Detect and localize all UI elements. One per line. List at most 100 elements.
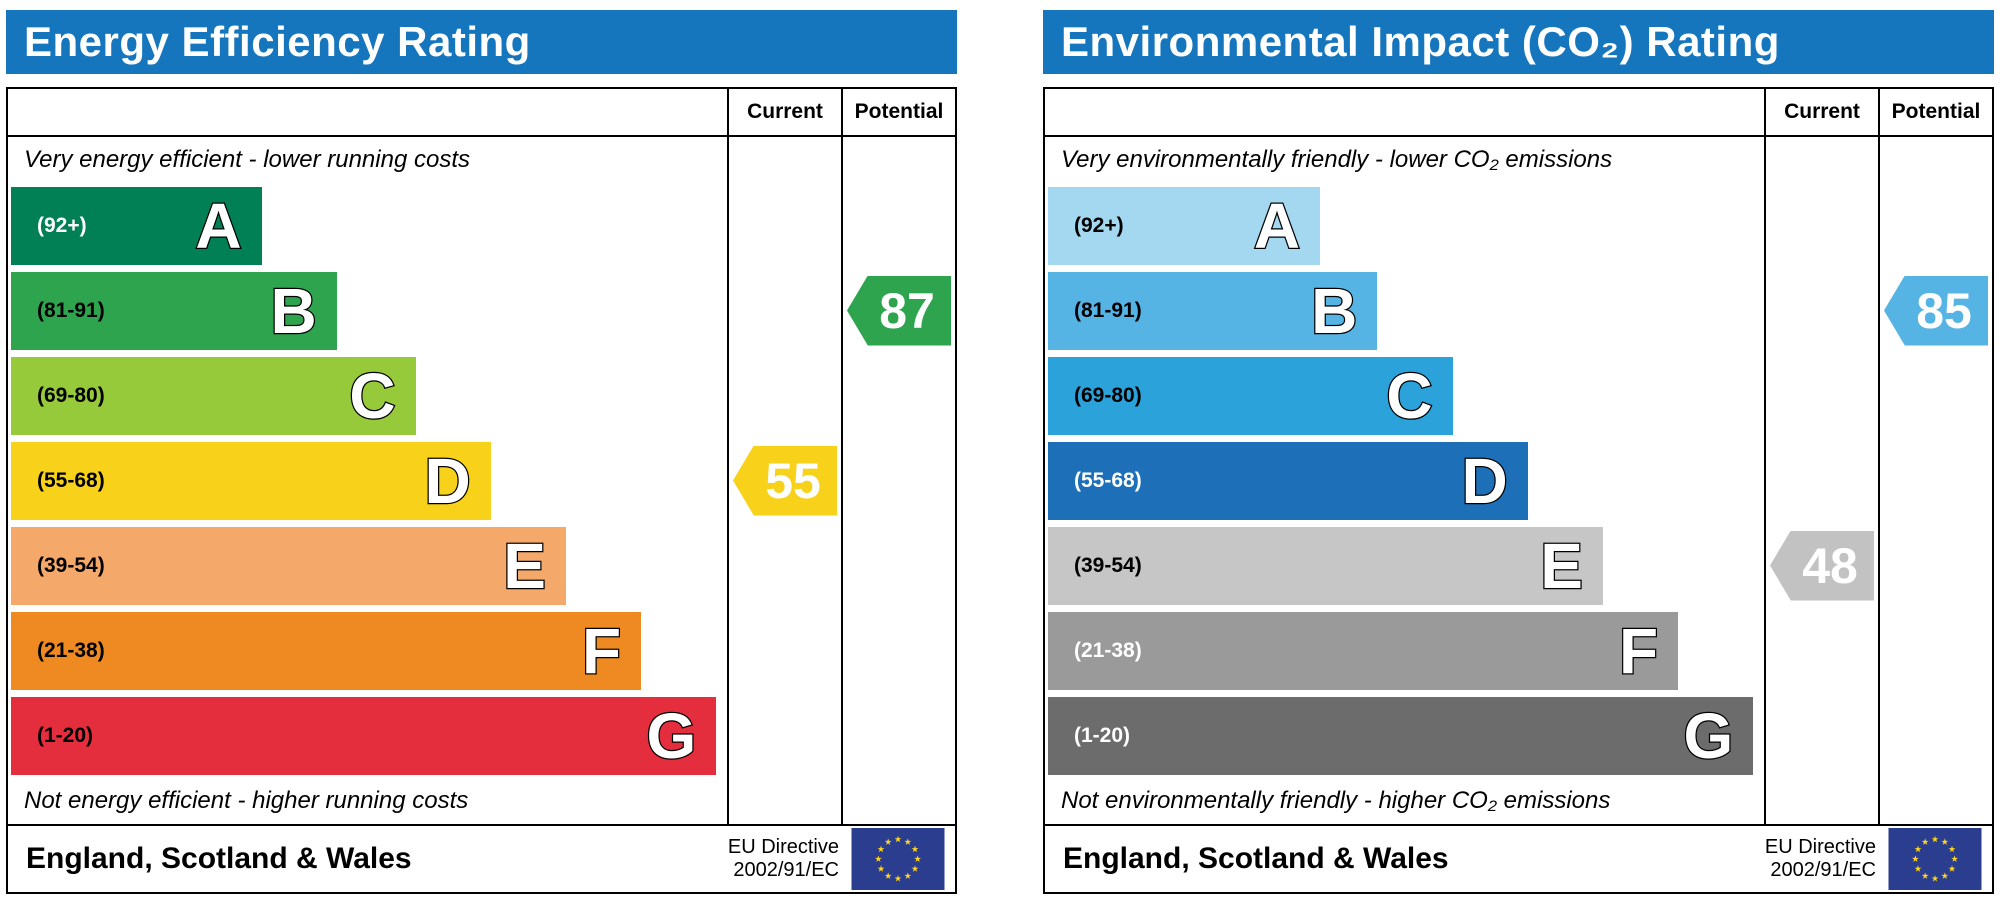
band-row-d: (55-68) D [1045,438,1764,523]
potential-rating-value: 87 [879,282,935,339]
band-row-c: (69-80) C [8,353,727,438]
eu-directive-line2: 2002/91/EC [733,859,839,881]
chart-footer: England, Scotland & Wales EU Directive 2… [6,824,957,894]
band-letter: E [502,529,547,602]
bands-area: Very environmentally friendly - lower CO… [1045,137,1764,824]
potential-column: 87 [841,137,955,824]
current-rating-arrow: 48 [1770,530,1874,601]
band-letter: G [1682,699,1734,772]
band-range-label: (69-80) [37,383,105,407]
band-bar-e: (39-54) E [11,526,566,605]
band-range-label: (69-80) [1074,383,1142,407]
potential-rating-value: 85 [1916,282,1972,339]
band-range-label: (1-20) [1074,723,1131,747]
band-range-label: (92+) [37,213,87,237]
band-letter: B [1310,274,1359,347]
band-letter: A [194,189,243,262]
band-row-c: (69-80) C [1045,353,1764,438]
rating-table: Current Potential Very environmentally f… [1043,87,1994,826]
potential-rating-arrow: 87 [847,275,951,346]
band-row-f: (21-38) F [8,608,727,693]
current-rating-arrow: 55 [733,445,837,516]
band-letter: D [1460,444,1509,517]
energy-efficiency-chart: Energy Efficiency Rating Current Potenti… [6,10,957,894]
region-label: England, Scotland & Wales [26,842,412,875]
bottom-note: Not energy efficient - higher running co… [24,787,469,814]
band-bar-a: (92+) A [1048,186,1321,265]
band-bar-b: (81-91) B [11,271,337,350]
band-row-g: (1-20) G [8,693,727,778]
chart-title: Energy Efficiency Rating [24,18,531,65]
band-letter: F [581,614,623,687]
eu-directive-label: EU Directive 2002/91/EC [1765,836,1876,882]
band-letter: A [1253,189,1302,262]
band-range-label: (21-38) [37,638,105,662]
band-range-label: (39-54) [1074,553,1142,577]
band-range-label: (81-91) [1074,298,1142,322]
band-bar-d: (55-68) D [11,441,491,520]
table-header-row: Current Potential [1045,89,1992,137]
current-rating-value: 48 [1802,537,1858,594]
band-letter: G [645,699,697,772]
band-bar-f: (21-38) F [1048,611,1679,690]
band-row-e: (39-54) E [8,523,727,608]
current-column: 55 [727,137,841,824]
chart-footer: England, Scotland & Wales EU Directive 2… [1043,824,1994,894]
table-body-row: Very energy efficient - lower running co… [8,137,955,824]
bands-area: Very energy efficient - lower running co… [8,137,727,824]
table-body-row: Very environmentally friendly - lower CO… [1045,137,1992,824]
potential-column-header: Potential [1878,89,1992,135]
band-bar-g: (1-20) G [1048,696,1754,775]
current-column-header: Current [1764,89,1878,135]
eu-directive-line1: EU Directive [727,836,839,858]
eu-directive-label: EU Directive 2002/91/EC [728,836,839,882]
band-range-label: (55-68) [37,468,105,492]
band-letter: B [269,274,318,347]
potential-rating-arrow: 85 [1884,275,1988,346]
band-letter: C [348,359,397,432]
band-range-label: (1-20) [37,723,94,747]
bands-header-cell [8,89,727,135]
eu-directive-line1: EU Directive [1764,836,1876,858]
band-row-b: (81-91) B [1045,268,1764,353]
eu-flag-icon [1888,828,1982,890]
band-bar-e: (39-54) E [1048,526,1603,605]
region-label: England, Scotland & Wales [1063,842,1449,875]
band-letter: F [1618,614,1660,687]
top-note: Very environmentally friendly - lower CO… [1061,146,1613,173]
band-bar-g: (1-20) G [11,696,717,775]
band-range-label: (21-38) [1074,638,1142,662]
band-range-label: (39-54) [37,553,105,577]
top-note: Very energy efficient - lower running co… [24,146,470,173]
band-bar-c: (69-80) C [1048,356,1453,435]
chart-header: Environmental Impact (CO₂) Rating [1043,10,1994,74]
band-row-a: (92+) A [1045,183,1764,268]
current-column-header: Current [727,89,841,135]
band-letter: E [1539,529,1584,602]
band-bar-f: (21-38) F [11,611,642,690]
band-row-a: (92+) A [8,183,727,268]
band-bar-b: (81-91) B [1048,271,1378,350]
chart-header: Energy Efficiency Rating [6,10,957,74]
band-bar-d: (55-68) D [1048,441,1528,520]
eu-directive-line2: 2002/91/EC [1770,859,1876,881]
band-range-label: (55-68) [1074,468,1142,492]
band-range-label: (92+) [1074,213,1124,237]
band-row-f: (21-38) F [1045,608,1764,693]
band-bar-c: (69-80) C [11,356,416,435]
band-row-b: (81-91) B [8,268,727,353]
band-range-label: (81-91) [37,298,105,322]
current-rating-value: 55 [765,452,821,509]
chart-title: Environmental Impact (CO₂) Rating [1061,18,1780,65]
table-header-row: Current Potential [8,89,955,137]
band-letter: C [1385,359,1434,432]
band-row-d: (55-68) D [8,438,727,523]
eu-flag-icon [851,828,945,890]
bottom-note: Not environmentally friendly - higher CO… [1061,787,1611,814]
rating-table: Current Potential Very energy efficient … [6,87,957,826]
current-column: 48 [1764,137,1878,824]
potential-column-header: Potential [841,89,955,135]
potential-column: 85 [1878,137,1992,824]
environmental-impact-chart: Environmental Impact (CO₂) Rating Curren… [1043,10,1994,894]
